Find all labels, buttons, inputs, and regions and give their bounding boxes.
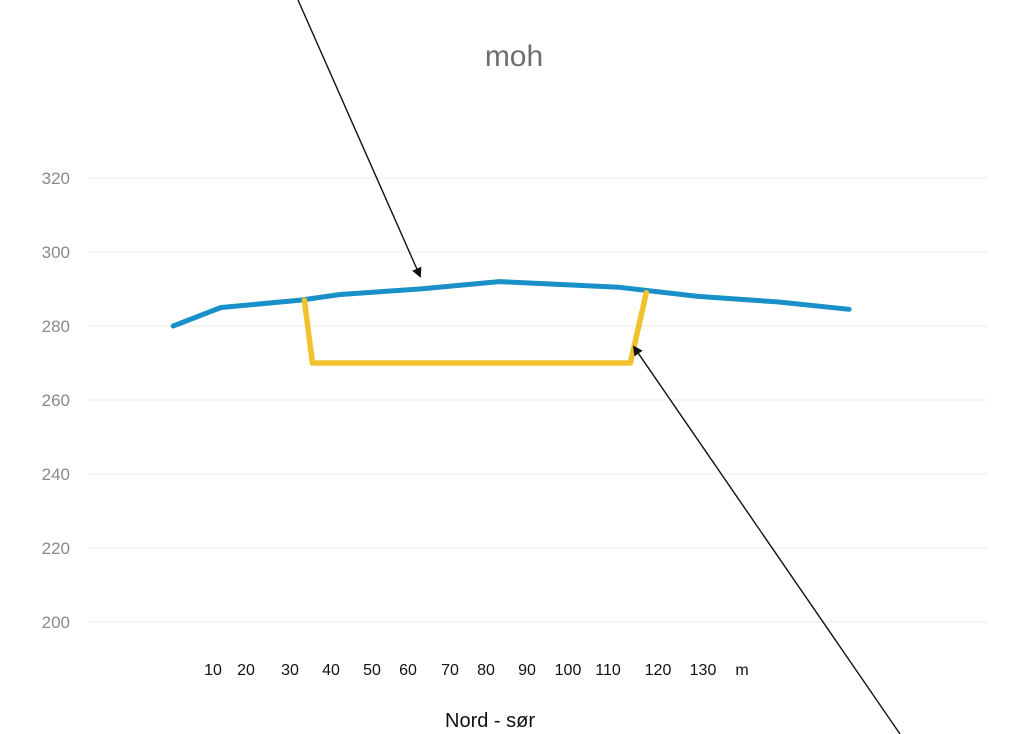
x-tick-label-80: 80 — [477, 662, 495, 679]
x-tick-label-10: 10 — [204, 662, 222, 679]
series-line-cut — [301, 289, 650, 366]
x-axis-label: Nord - sør — [445, 710, 535, 732]
y-tick-label-260: 260 — [42, 391, 70, 410]
annotation-arrows — [297, 0, 901, 734]
x-tick-label-40: 40 — [322, 662, 340, 679]
y-tick-label-240: 240 — [42, 465, 70, 484]
y-tick-label-200: 200 — [42, 613, 70, 632]
x-tick-label-120: 120 — [645, 662, 672, 679]
y-tick-label-220: 220 — [42, 539, 70, 558]
y-axis-tick-labels: 200 220 240 260 280 300 320 — [42, 169, 70, 632]
x-axis-tick-labels: 10 20 30 40 50 60 70 80 90 100 110 120 130 m — [204, 662, 749, 679]
x-tick-label-70: 70 — [441, 662, 459, 679]
x-tick-label-30: 30 — [281, 662, 299, 679]
annotation-arrow-cut — [632, 345, 901, 734]
series-lines — [170, 279, 852, 366]
y-tick-label-280: 280 — [42, 317, 70, 336]
x-tick-label-60: 60 — [399, 662, 417, 679]
x-tick-label-50: 50 — [363, 662, 381, 679]
series-line-terrain — [170, 279, 852, 329]
chart-title: moh — [485, 40, 543, 73]
x-tick-label-90: 90 — [518, 662, 536, 679]
y-tick-label-300: 300 — [42, 243, 70, 262]
x-tick-label-110: 110 — [595, 662, 621, 679]
y-tick-label-320: 320 — [42, 169, 70, 188]
annotation-arrow-terrain — [297, 0, 422, 278]
x-tick-label-100: 100 — [555, 662, 582, 679]
x-tick-label-130: 130 — [690, 662, 717, 679]
x-tick-label-20: 20 — [237, 662, 255, 679]
gridlines — [88, 177, 988, 623]
x-tick-label-m: m — [735, 662, 748, 679]
